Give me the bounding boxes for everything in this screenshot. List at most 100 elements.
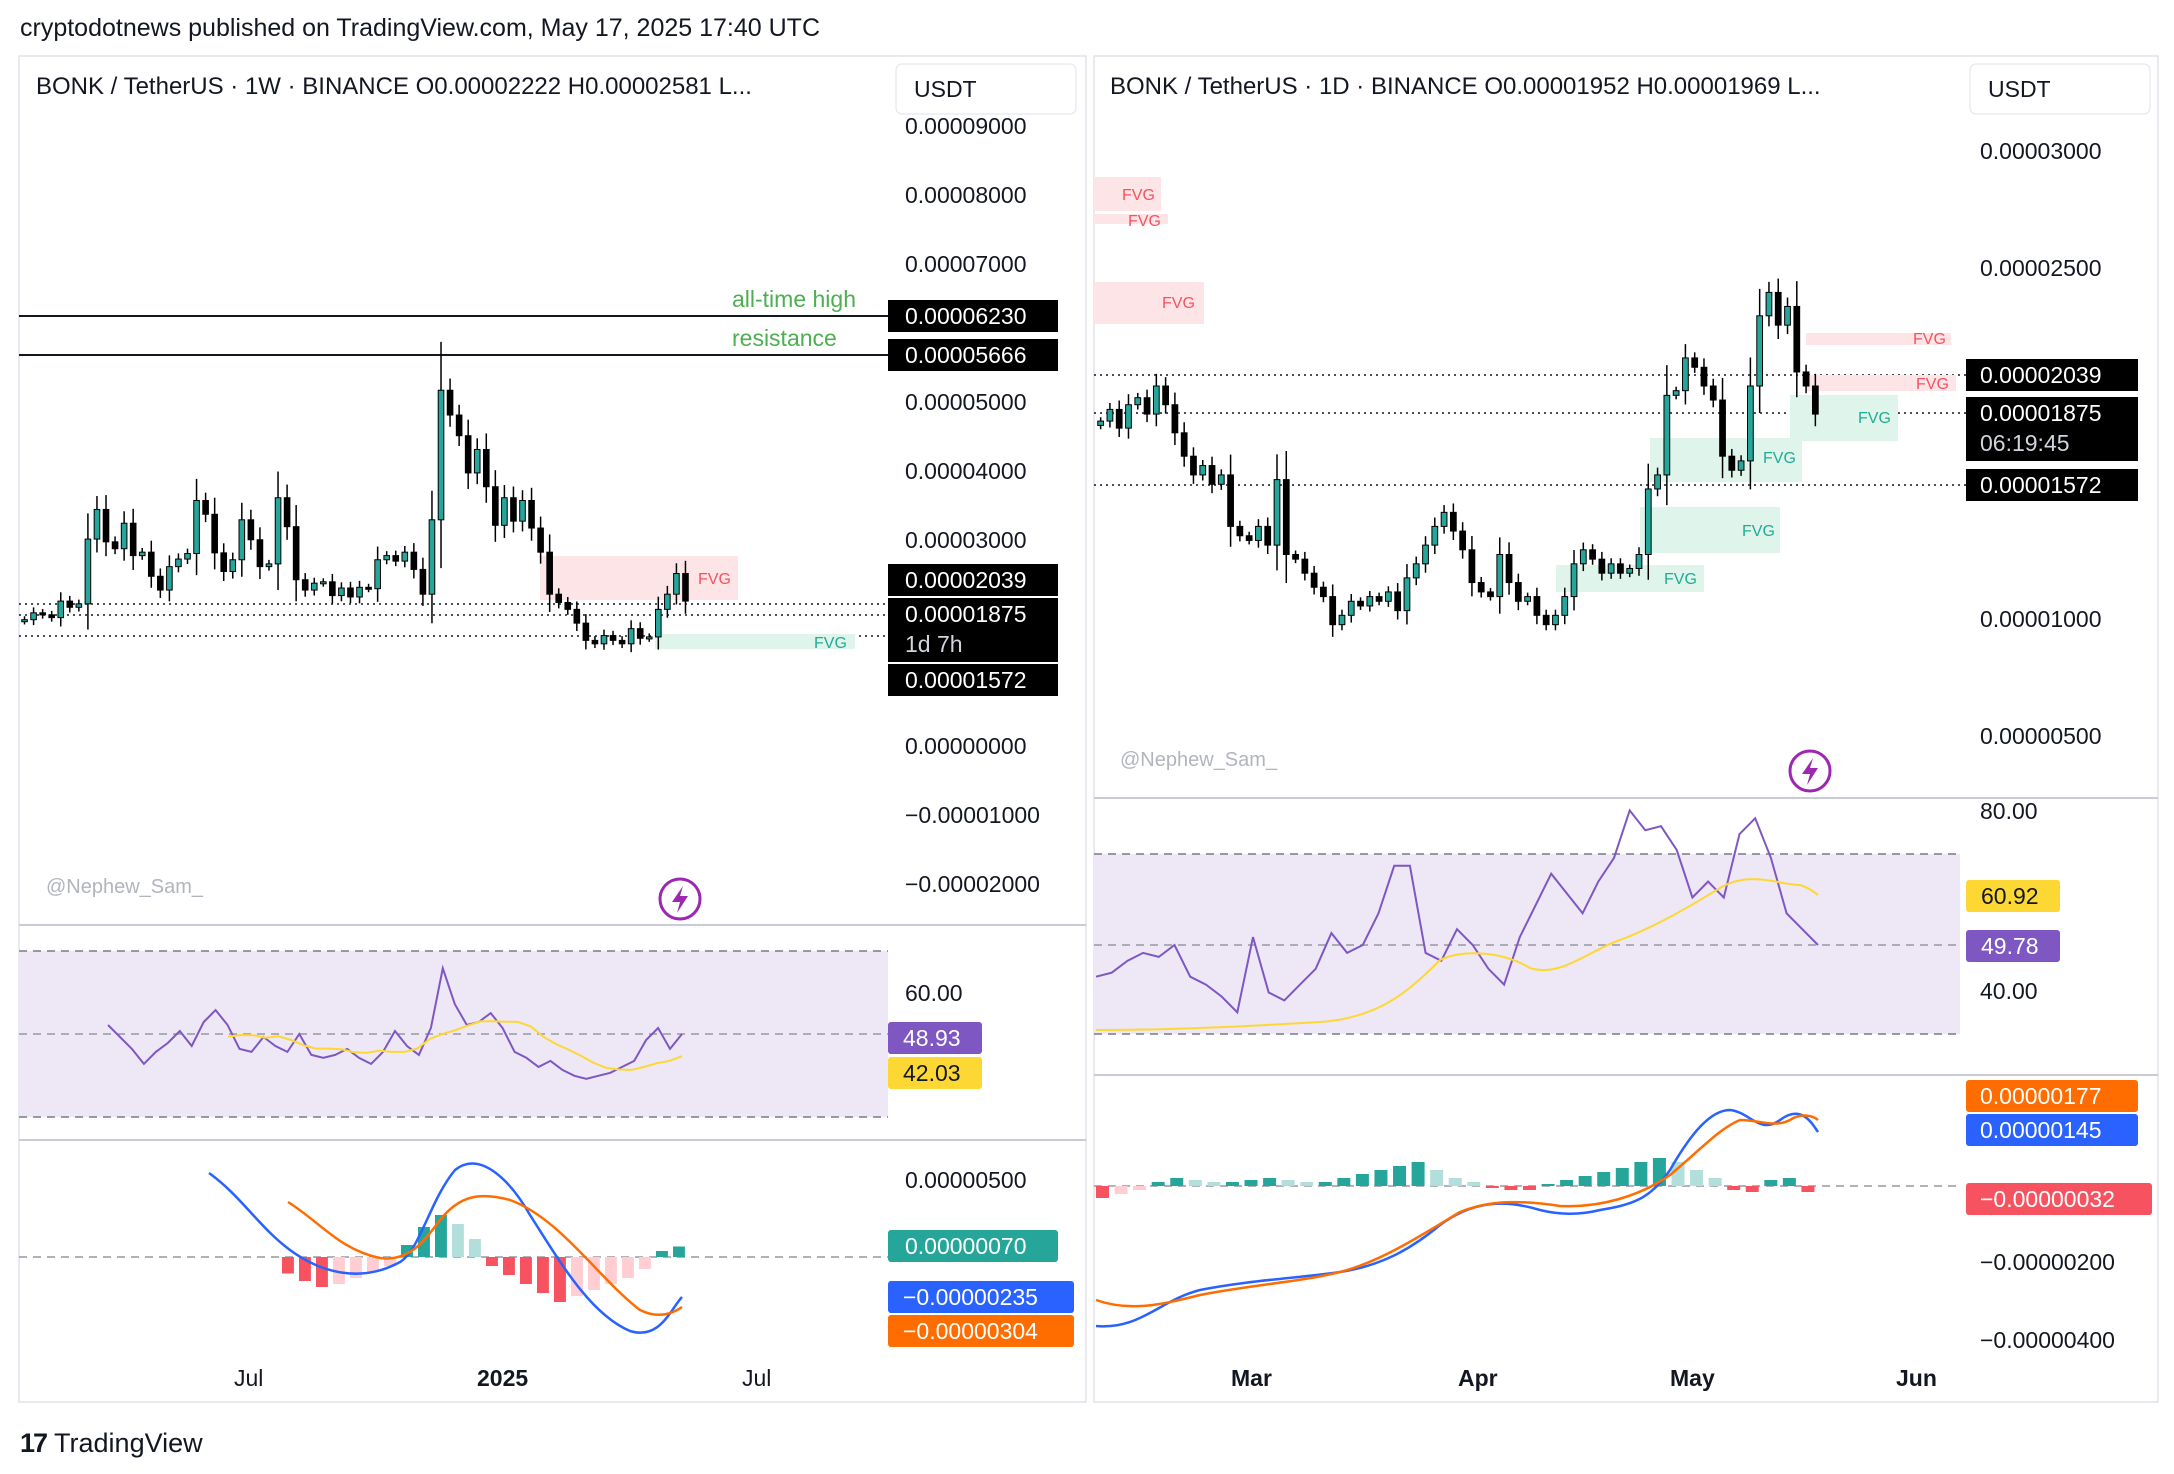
candle-body [229, 559, 237, 572]
macd-histogram-bar [401, 1245, 413, 1257]
macd-histogram-bar [1430, 1170, 1444, 1186]
resistance-price-label-bg [888, 339, 1058, 371]
right-rsi-tick: 40.00 [1980, 978, 2038, 1004]
left-signal-value: −0.00000304 [903, 1318, 1038, 1344]
candle-body [1208, 465, 1216, 485]
candle-body [138, 551, 146, 557]
macd-histogram-bar [537, 1257, 549, 1293]
candle-body [320, 581, 327, 585]
candle-body [1459, 530, 1467, 551]
candle-body [93, 508, 101, 540]
candle-body [419, 568, 427, 595]
right-current-price-bg [1966, 397, 2138, 461]
macd-histogram-bar [1764, 1180, 1778, 1186]
candle-body [1589, 549, 1596, 560]
candle-body [1682, 357, 1689, 392]
candle-body [1125, 404, 1132, 429]
left-price-tick: 0.00009000 [905, 113, 1027, 139]
candle-body [446, 389, 454, 416]
candle-body [1552, 614, 1559, 626]
left-current-price-bg [888, 598, 1058, 662]
candle-body [1691, 357, 1699, 368]
macd-histogram-bar [1281, 1180, 1295, 1186]
right-macd-value-bg [1966, 1114, 2138, 1146]
left-fvg-bearish-label: FVG [698, 571, 731, 588]
macd-histogram-bar [1522, 1186, 1536, 1190]
left-price-tick: 0.00005000 [905, 389, 1027, 415]
candle-body [274, 497, 282, 565]
candle-body [1171, 404, 1179, 434]
candle-body [1802, 371, 1810, 387]
macd-histogram-bar [1225, 1182, 1239, 1186]
candle-body [301, 579, 309, 591]
left-price-tick: 0.00008000 [905, 182, 1027, 208]
macd-histogram-bar [1170, 1178, 1184, 1186]
candle-body [1180, 432, 1188, 457]
candle-body [1747, 385, 1754, 462]
left-fvg-bullish-label: FVG [814, 635, 847, 652]
left-fvg-bullish-zone [655, 634, 855, 649]
candle-body [1431, 525, 1439, 546]
macd-histogram-bar [639, 1257, 651, 1269]
macd-histogram-bar [333, 1257, 345, 1284]
candle-body [238, 519, 246, 561]
macd-histogram-bar [1708, 1178, 1722, 1186]
macd-histogram-bar [571, 1257, 583, 1296]
candle-body [510, 497, 517, 522]
macd-histogram-bar [1096, 1186, 1109, 1198]
candle-body [600, 635, 608, 645]
candle-body [1357, 600, 1364, 607]
right-lightning-icon[interactable] [1788, 749, 1832, 793]
macd-histogram-bar [1300, 1182, 1314, 1186]
candle-body [1524, 596, 1531, 602]
candle-body [410, 551, 418, 570]
candle-body [1672, 390, 1680, 396]
right-rsi-line [1095, 808, 1819, 1015]
candle-body [555, 593, 563, 603]
left-time-tick: 2025 [477, 1365, 528, 1391]
publisher-line: cryptodotnews published on TradingView.c… [20, 14, 820, 42]
right-macd-tick: −0.00000200 [1980, 1249, 2115, 1275]
left-rsi-value-bg [888, 1022, 982, 1054]
macd-histogram-bar [299, 1257, 311, 1281]
right-rsi-value-bg [1966, 930, 2060, 962]
candle-body [519, 499, 526, 522]
left-lightning-icon[interactable] [658, 877, 702, 921]
macd-histogram-bar [1151, 1182, 1165, 1186]
right-currency-button[interactable] [1969, 63, 2151, 115]
left-rsi-ma-value-bg [888, 1057, 982, 1089]
left-macd-value: −0.00000235 [903, 1284, 1038, 1310]
candle-body [1477, 582, 1485, 593]
candle-body [57, 600, 65, 619]
right-rsi-ma-line [1095, 878, 1819, 1031]
candle-body [618, 639, 626, 645]
candle-body [1570, 563, 1578, 598]
left-macd-value-bg [888, 1281, 1074, 1313]
left-currency-button[interactable] [895, 63, 1077, 115]
candle-body [1617, 563, 1624, 574]
tradingview-logo[interactable]: 17 TradingView [20, 1428, 203, 1459]
right-price-label-bg [1966, 469, 2138, 501]
candle-body [636, 628, 644, 639]
left-signal-value-bg [888, 1315, 1074, 1347]
macd-histogram-bar [1745, 1186, 1759, 1192]
candle-body [437, 389, 445, 521]
candle-body [75, 603, 83, 608]
left-countdown: 1d 7h [905, 631, 963, 657]
right-macd-tick: −0.00000400 [1980, 1327, 2115, 1353]
right-rsi-ma-value: 60.92 [1981, 883, 2039, 909]
macd-histogram-bar [1467, 1182, 1481, 1186]
candle-body [1765, 291, 1773, 317]
candle-body [1728, 455, 1736, 471]
candle-body [356, 586, 363, 598]
candle-body [247, 519, 255, 541]
macd-histogram-bar [1374, 1170, 1388, 1186]
right-time-tick: May [1670, 1365, 1715, 1391]
candle-body [1106, 408, 1114, 422]
right-countdown: 06:19:45 [1980, 430, 2070, 456]
right-time-tick: Mar [1231, 1365, 1272, 1391]
right-fvg-label: FVG [1858, 410, 1891, 427]
candle-body [1310, 572, 1318, 588]
left-price-tick: −0.00002000 [905, 871, 1040, 897]
